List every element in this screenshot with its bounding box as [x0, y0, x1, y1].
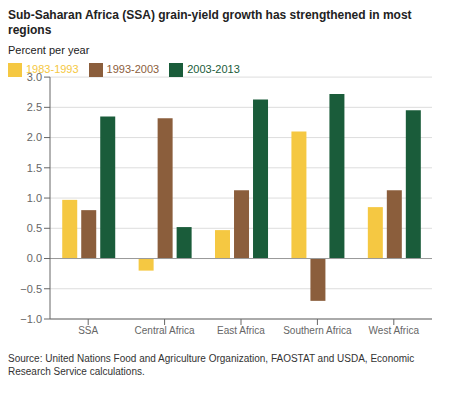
svg-text:−1.0: −1.0 — [20, 313, 42, 325]
svg-text:−0.5: −0.5 — [20, 283, 42, 295]
svg-text:Central Africa: Central Africa — [135, 325, 195, 336]
svg-text:2.5: 2.5 — [27, 101, 42, 113]
svg-text:1.5: 1.5 — [27, 162, 42, 174]
svg-text:2.0: 2.0 — [27, 131, 42, 143]
svg-text:West Africa: West Africa — [369, 325, 420, 336]
svg-text:0.0: 0.0 — [27, 252, 42, 264]
svg-text:East Africa: East Africa — [217, 325, 265, 336]
svg-text:1.0: 1.0 — [27, 192, 42, 204]
svg-text:0.5: 0.5 — [27, 222, 42, 234]
svg-text:3.0: 3.0 — [27, 71, 42, 83]
svg-text:SSA: SSA — [78, 325, 98, 336]
svg-text:Southern Africa: Southern Africa — [283, 325, 352, 336]
